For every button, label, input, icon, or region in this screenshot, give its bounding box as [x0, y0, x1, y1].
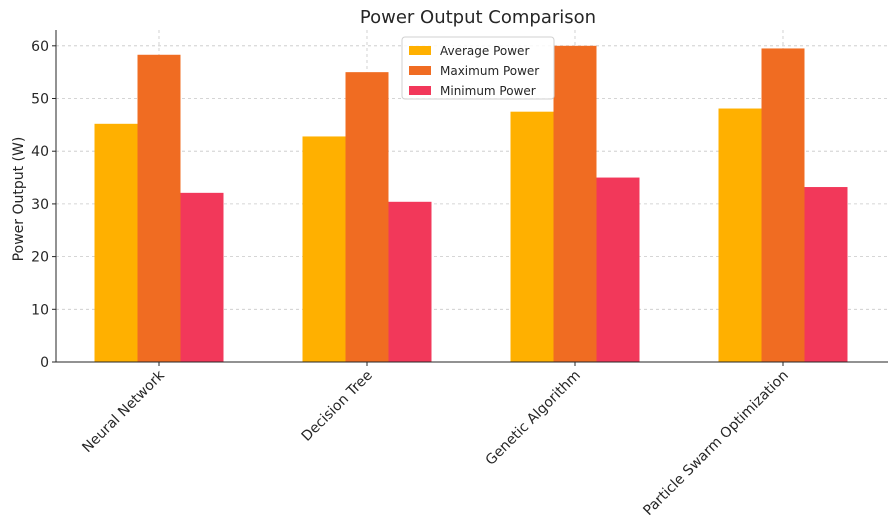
y-tick-label: 20 [31, 250, 49, 266]
legend-swatch [409, 66, 431, 75]
y-tick-label: 40 [31, 144, 49, 160]
bar-average-power [718, 108, 762, 363]
legend: Average Power Maximum Power Minimum Power [401, 36, 555, 100]
bar-minimum-power [180, 192, 224, 362]
bar-minimum-power [596, 177, 640, 362]
y-tick-label: 30 [31, 197, 49, 213]
bar-average-power [302, 136, 346, 362]
legend-label: Minimum Power [440, 84, 536, 98]
y-tick-label: 50 [31, 92, 49, 108]
bar-maximum-power [137, 54, 181, 363]
bar-maximum-power [345, 72, 389, 363]
x-tick-label: Neural Network [79, 367, 168, 456]
x-tick-label: Particle Swarm Optimization [640, 368, 791, 519]
x-ticks: Neural Network Decision Tree Genetic Algor… [79, 362, 792, 519]
legend-frame [401, 36, 555, 100]
legend-swatch [409, 46, 431, 55]
x-tick-label: Genetic Algorithm [483, 368, 584, 469]
bar-average-power [510, 111, 554, 362]
y-axis-label: Power Output (W) [11, 137, 27, 262]
legend-label: Maximum Power [440, 64, 539, 78]
axes [55, 30, 888, 363]
legend-swatch [409, 86, 431, 95]
legend-label: Average Power [440, 44, 529, 58]
y-tick-label: 0 [40, 355, 49, 371]
x-tick-label: Decision Tree [299, 368, 376, 445]
bar-minimum-power [388, 201, 432, 362]
bars [94, 45, 848, 363]
y-ticks: 0 10 20 30 40 50 60 [31, 39, 56, 371]
bar-maximum-power [761, 48, 805, 362]
chart-title: Power Output Comparison [360, 7, 596, 28]
bar-average-power [94, 123, 138, 362]
bar-maximum-power [553, 45, 597, 363]
y-tick-label: 10 [31, 302, 49, 318]
bar-minimum-power [804, 187, 848, 362]
y-tick-label: 60 [31, 39, 49, 55]
